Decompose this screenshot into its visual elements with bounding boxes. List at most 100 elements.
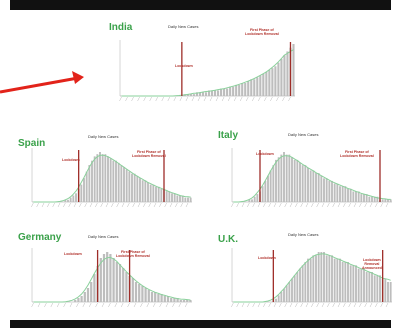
x-tick xyxy=(348,202,351,208)
x-tick xyxy=(79,202,82,208)
x-tick xyxy=(137,202,141,208)
bar xyxy=(133,173,136,202)
x-tick xyxy=(247,202,250,208)
bar xyxy=(285,285,288,302)
x-tick xyxy=(276,96,279,102)
x-tick xyxy=(175,202,178,208)
bar xyxy=(344,186,347,202)
bar xyxy=(115,160,117,202)
bar xyxy=(339,258,341,302)
bar xyxy=(264,180,267,202)
x-tick xyxy=(327,302,330,308)
x-tick xyxy=(63,202,66,208)
bar xyxy=(150,292,154,302)
bar xyxy=(265,71,268,96)
x-tick xyxy=(246,96,249,102)
x-tick xyxy=(148,202,151,208)
x-tick xyxy=(375,202,378,208)
x-tick xyxy=(270,96,273,102)
bar xyxy=(171,193,173,202)
bar xyxy=(128,171,131,202)
bar xyxy=(91,160,93,202)
x-tick xyxy=(264,96,267,102)
x-tick xyxy=(252,96,255,102)
bar xyxy=(195,92,198,96)
x-tick xyxy=(180,202,183,208)
bar xyxy=(117,162,120,202)
bar xyxy=(85,171,88,202)
x-tick xyxy=(52,202,55,208)
x-tick xyxy=(84,202,87,208)
x-tick xyxy=(120,302,124,308)
x-tick xyxy=(184,302,188,308)
bar xyxy=(301,265,304,302)
bar xyxy=(179,300,182,302)
bar xyxy=(93,156,96,202)
x-tick xyxy=(359,202,362,208)
bar xyxy=(253,79,256,96)
bar xyxy=(304,165,307,202)
x-tick xyxy=(231,202,234,208)
bar xyxy=(154,292,157,302)
x-tick xyxy=(165,302,169,308)
bar xyxy=(317,173,320,202)
bar xyxy=(99,152,101,202)
chart-germany xyxy=(31,248,192,308)
bar xyxy=(136,175,139,202)
bar xyxy=(74,300,77,302)
bar xyxy=(189,94,192,96)
bar xyxy=(207,90,211,96)
bar xyxy=(141,180,144,202)
x-tick xyxy=(364,202,367,208)
bar xyxy=(120,165,123,202)
x-tick xyxy=(305,202,309,208)
bar xyxy=(309,258,312,302)
bar xyxy=(259,75,262,96)
trend-line xyxy=(121,49,294,97)
x-tick xyxy=(279,202,282,208)
x-tick xyxy=(289,202,293,208)
bar xyxy=(217,90,220,96)
x-tick xyxy=(37,302,41,308)
x-tick xyxy=(359,302,362,308)
trend-line xyxy=(33,256,191,303)
bar xyxy=(186,300,189,302)
x-tick xyxy=(167,96,171,102)
x-tick xyxy=(108,302,111,308)
bottom-border-bar xyxy=(10,320,391,328)
bar xyxy=(90,282,93,302)
bar xyxy=(384,278,387,302)
bar xyxy=(307,258,309,302)
x-tick xyxy=(127,202,130,208)
bar xyxy=(179,195,181,202)
bar xyxy=(184,197,187,202)
bar xyxy=(213,90,217,96)
country-label: India xyxy=(109,22,133,33)
bar xyxy=(379,275,381,302)
bar xyxy=(160,188,163,202)
x-tick xyxy=(321,202,325,208)
chart-italy xyxy=(231,148,392,208)
annotation-lockdown: Lockdown xyxy=(175,64,193,68)
bar xyxy=(286,51,289,96)
bar xyxy=(296,272,299,302)
bar xyxy=(389,282,392,302)
x-tick xyxy=(127,302,130,308)
bar xyxy=(118,264,122,302)
bar xyxy=(125,272,128,302)
x-tick xyxy=(289,302,293,308)
bar xyxy=(363,268,365,302)
x-tick xyxy=(56,302,60,308)
bar xyxy=(138,284,141,302)
bar xyxy=(181,195,184,202)
x-tick xyxy=(159,202,162,208)
bar xyxy=(365,194,368,202)
x-tick xyxy=(343,202,346,208)
x-tick xyxy=(316,202,319,208)
bar xyxy=(125,169,128,202)
x-tick xyxy=(125,96,128,102)
x-tick xyxy=(95,202,98,208)
bar xyxy=(333,258,336,302)
x-tick xyxy=(236,202,239,208)
bar xyxy=(187,197,189,202)
